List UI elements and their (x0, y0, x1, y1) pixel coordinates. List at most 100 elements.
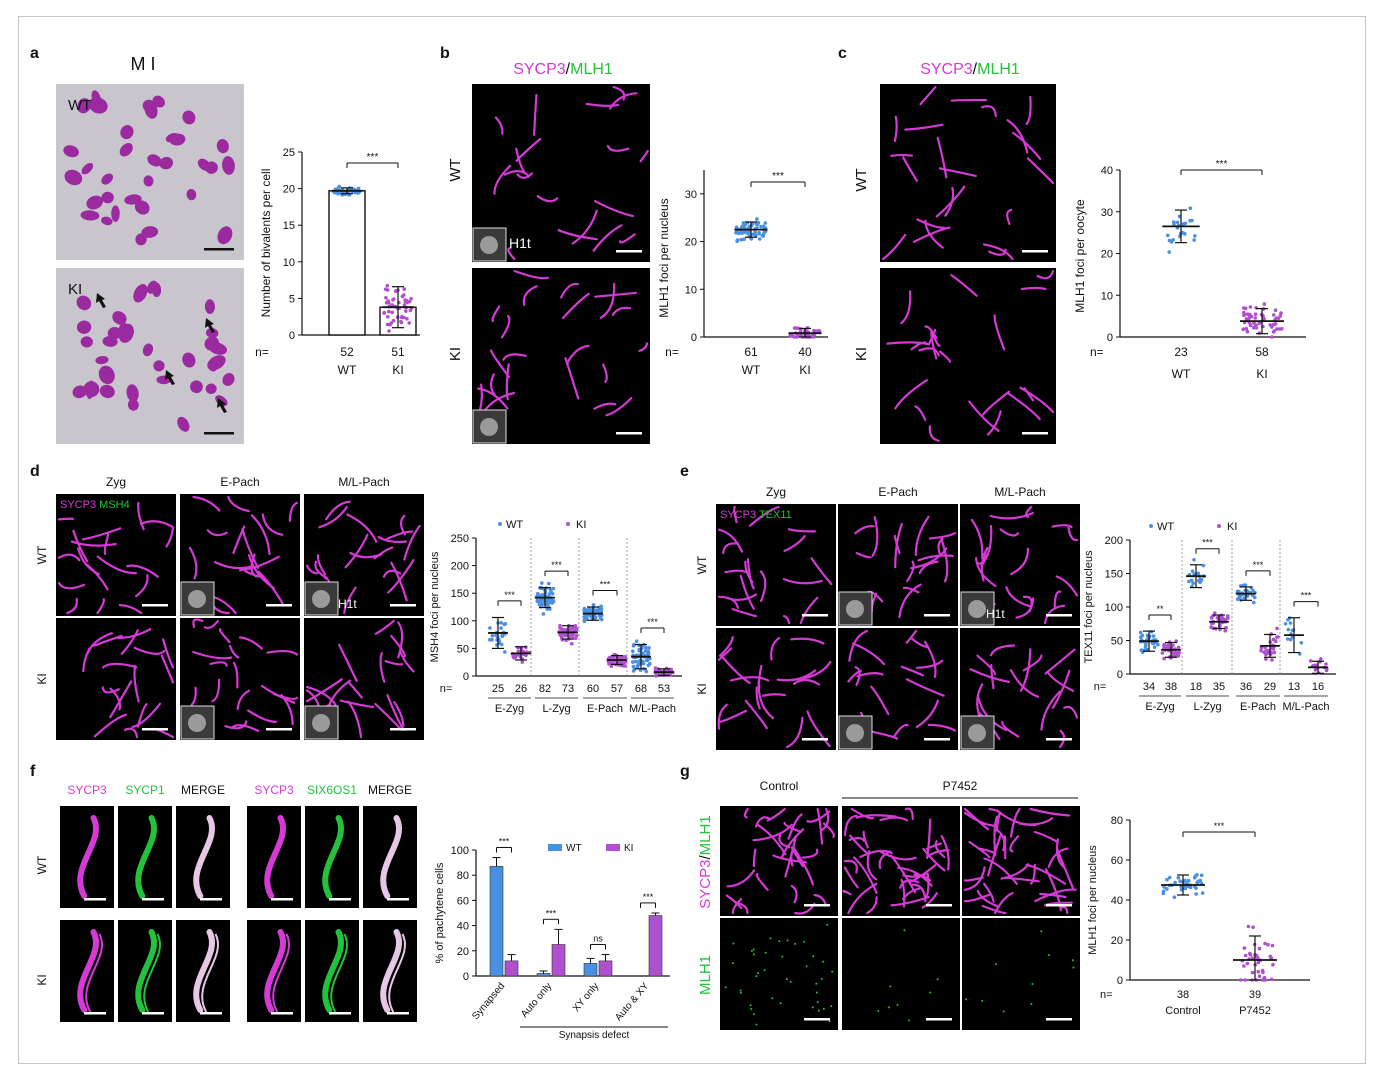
panel-d-label-ki: KI (35, 673, 49, 684)
chromosome-axis (785, 716, 804, 749)
foci-dot (781, 955, 784, 958)
panel-g-y-tick-label: 80 (1111, 815, 1123, 827)
chromosome-axis (890, 153, 913, 157)
chromosome-axis (870, 685, 890, 716)
foci-dot (749, 1004, 752, 1007)
scale-bar (926, 1018, 952, 1021)
data-point (399, 320, 404, 325)
data-point (634, 639, 639, 643)
data-point (570, 641, 574, 646)
bivalent (76, 295, 92, 311)
panel-e-y-tick-label: 100 (1105, 602, 1123, 614)
data-point (598, 608, 603, 613)
chromosome-axis (969, 668, 1010, 683)
bivalent (119, 143, 133, 157)
chromosome-axis (564, 357, 580, 400)
data-point (645, 652, 650, 657)
foci-dot (995, 963, 998, 966)
foci-dot (830, 1005, 833, 1008)
chromosome-axis (206, 529, 228, 537)
panel-f-bracket-label: Synapsis defect (559, 1030, 630, 1041)
chromosome-axis (133, 664, 140, 703)
panel-f-label-ki: KI (35, 974, 49, 985)
bivalent (72, 385, 87, 399)
scale-bar (200, 1012, 222, 1015)
chromosome-axis (902, 156, 918, 182)
panel-g-p7452-bottom-1-bg (842, 918, 960, 1030)
chromosome-axis (109, 680, 133, 719)
chromosome-axis (806, 810, 831, 823)
data-point (1192, 238, 1196, 242)
chromosome-axis (393, 701, 405, 727)
panel-f-legend-ki-swatch (606, 844, 620, 851)
data-point (1194, 892, 1198, 896)
data-point (540, 581, 544, 585)
data-point (734, 225, 739, 230)
panel-c-wt-image (880, 84, 1056, 262)
data-point (1188, 206, 1193, 210)
bivalent (186, 188, 197, 201)
data-point (391, 318, 396, 323)
panel-d-n-3: 73 (562, 683, 574, 695)
chromosome-axis (565, 344, 590, 365)
data-point (1171, 238, 1175, 242)
scale-bar (200, 898, 222, 901)
panel-f-bar-KI-1 (551, 944, 566, 977)
chromosome-axis (894, 379, 928, 410)
chromosome-axis (924, 325, 938, 339)
data-point (503, 622, 508, 626)
chromosome-axis (373, 546, 394, 560)
chromosome-axis (792, 678, 821, 686)
chromosome-axis (241, 527, 260, 569)
panel-letter-a: a (30, 45, 39, 62)
chromosome-axis (230, 724, 260, 732)
panel-a-n-wt: 52 (340, 345, 354, 359)
chromosome-axis (1023, 387, 1035, 402)
data-point (599, 617, 604, 622)
chromosome-axis (227, 495, 250, 513)
chromosome-axis (261, 513, 284, 536)
h1t-nucleus (188, 714, 206, 732)
data-point (754, 221, 758, 226)
panel-c-title-sycp3: SYCP3 (920, 61, 973, 78)
bivalent (205, 383, 217, 395)
chromosome-axis (906, 560, 915, 583)
bivalent (107, 326, 122, 340)
foci-dot (755, 1023, 758, 1026)
data-point (757, 237, 762, 241)
panel-b-inset-label: H1t (509, 235, 531, 251)
data-point (402, 315, 406, 320)
panel-f-y-tick-label: 40 (457, 921, 469, 933)
chromosome-axis (387, 559, 415, 594)
data-point (384, 296, 388, 300)
panel-c-y-tick-label: 20 (1101, 249, 1113, 261)
chromosome-axis (386, 694, 405, 731)
chromosome-axis (192, 495, 221, 512)
chromosome-axis (250, 514, 271, 556)
chromosome-axis (93, 713, 127, 738)
chromosome-axis (928, 531, 957, 540)
panel-c-label-wt: WT (853, 168, 870, 191)
data-point (500, 634, 505, 638)
panel-b-title-mlh1: MLH1 (570, 61, 613, 78)
data-point (405, 317, 409, 321)
data-point (1221, 616, 1225, 620)
panel-c-title: SYCP3/MLH1 (920, 61, 1020, 78)
foci-dot (756, 972, 759, 975)
chromosome-axis (557, 229, 598, 241)
data-point (1189, 578, 1194, 583)
foci-dot (771, 997, 774, 1000)
data-point (1176, 876, 1181, 880)
chromosome-axis (990, 664, 995, 690)
data-point (1175, 220, 1180, 225)
data-point (1195, 881, 1200, 885)
chromosome-axis (963, 811, 999, 827)
synaptonemal-axis (193, 929, 215, 1013)
data-point (1248, 305, 1253, 309)
panel-a-sig: *** (367, 152, 379, 163)
panel-e-n-2: 18 (1190, 681, 1202, 693)
chromosome-axis (718, 636, 734, 657)
chromosome-axis (1063, 705, 1079, 719)
panel-c-label-ki: KI (853, 347, 870, 361)
data-point (1256, 956, 1260, 960)
